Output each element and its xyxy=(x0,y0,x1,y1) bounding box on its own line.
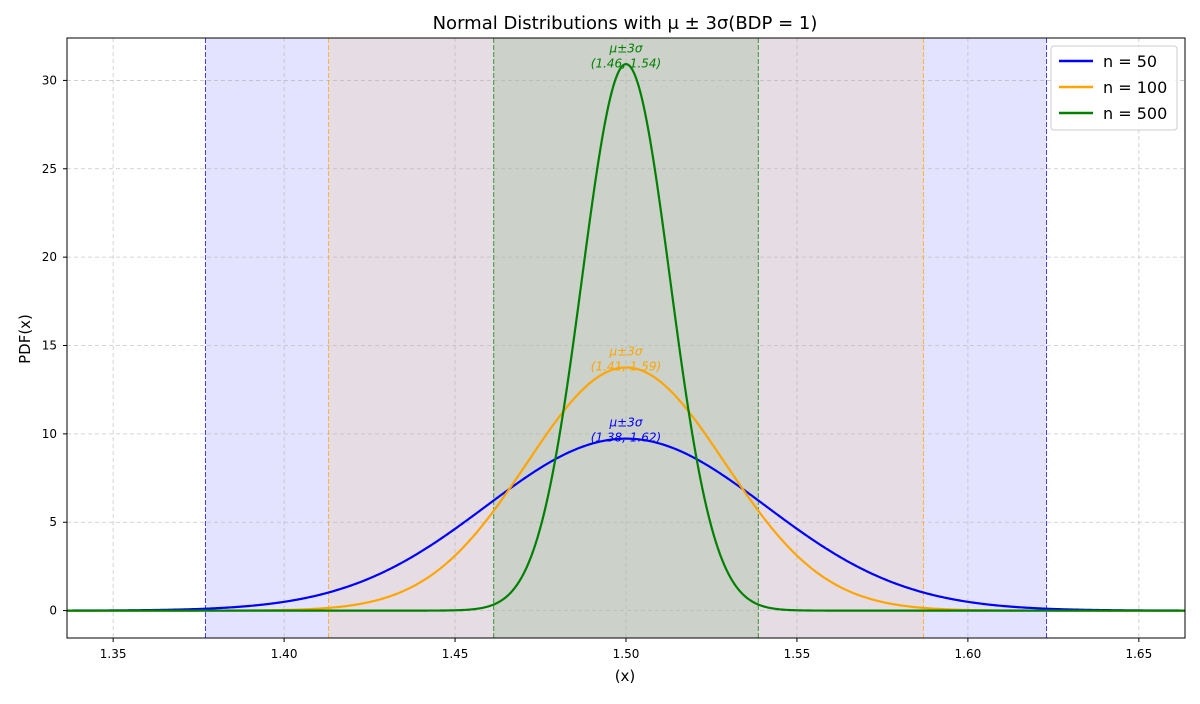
annotation-range: (1.46, 1.54) xyxy=(591,57,661,71)
y-tick-label: 15 xyxy=(42,339,57,353)
series-line xyxy=(67,62,1185,612)
legend: n = 50 n = 100 n = 500 xyxy=(1050,45,1178,131)
annotation-label: μ±3σ xyxy=(609,416,643,430)
x-tick-label: 1.35 xyxy=(100,647,127,661)
x-tick-label: 1.55 xyxy=(784,647,811,661)
chart-title: Normal Distributions with μ ± 3σ(BDP = 1… xyxy=(433,13,818,34)
y-tick-label: 10 xyxy=(42,427,57,441)
annotation-range: (1.38, 1.62) xyxy=(591,431,661,445)
annotation-label: μ±3σ xyxy=(609,42,643,56)
x-tick-label: 1.65 xyxy=(1125,647,1152,661)
x-tick-label: 1.45 xyxy=(442,647,469,661)
y-tick-label: 25 xyxy=(42,162,57,176)
legend-label: n = 50 xyxy=(1103,52,1157,71)
annotation-range: (1.41, 1.59) xyxy=(591,359,661,373)
x-tick-label: 1.50 xyxy=(613,647,640,661)
y-tick-label: 20 xyxy=(42,250,57,264)
x-axis-label: (x) xyxy=(615,667,636,685)
series-line xyxy=(67,437,1185,612)
y-tick-label: 30 xyxy=(42,73,57,87)
legend-label: n = 100 xyxy=(1103,78,1167,97)
legend-label: n = 500 xyxy=(1103,104,1167,123)
y-axis-label: PDF(x) xyxy=(16,314,34,364)
x-tick-label: 1.40 xyxy=(271,647,298,661)
annotation-label: μ±3σ xyxy=(609,344,643,358)
x-tick-label: 1.60 xyxy=(955,647,982,661)
y-tick-label: 5 xyxy=(49,515,57,529)
y-tick-label: 0 xyxy=(49,604,57,618)
legend-box xyxy=(1050,45,1178,131)
plot-area xyxy=(67,38,1185,638)
